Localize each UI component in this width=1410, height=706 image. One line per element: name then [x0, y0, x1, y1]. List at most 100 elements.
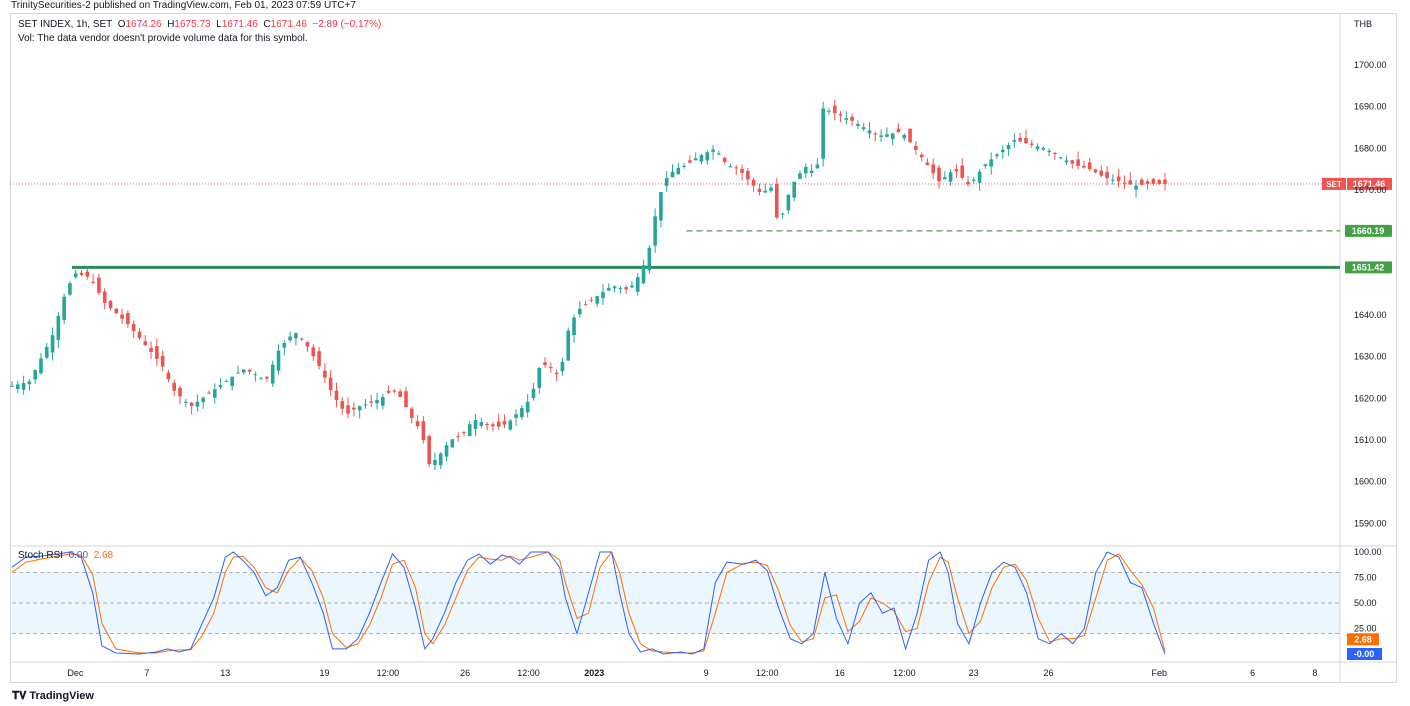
candle — [914, 141, 918, 155]
candle — [618, 285, 623, 294]
candle-body — [734, 167, 739, 169]
candle — [317, 346, 321, 370]
candle — [740, 164, 744, 181]
symbol-badge-label: SET — [1326, 180, 1342, 189]
candle-body — [409, 408, 414, 418]
candle-body — [328, 377, 333, 391]
candle-body — [850, 116, 854, 121]
candle — [1099, 165, 1104, 178]
candle-body — [890, 133, 895, 139]
candle-body — [937, 167, 941, 182]
candle — [850, 113, 854, 127]
candle-body — [1134, 185, 1138, 190]
candle — [114, 308, 119, 314]
candle — [867, 122, 872, 139]
volume-note: Vol: The data vendor doesn't provide vol… — [18, 33, 308, 44]
candle-body — [149, 347, 153, 352]
candle — [62, 293, 66, 325]
candle-body — [977, 171, 982, 183]
candle — [583, 300, 588, 306]
candle-body — [44, 346, 49, 358]
brand-name: TradingView — [29, 690, 94, 702]
candle-body — [421, 421, 426, 441]
candle-body — [247, 369, 252, 372]
candle — [543, 357, 547, 368]
candle — [189, 401, 194, 415]
candle-body — [27, 381, 32, 385]
change-value: −2.89 (−0.17%) — [312, 19, 382, 30]
candle — [983, 164, 988, 169]
candle — [612, 285, 617, 293]
currency-label: THB — [1354, 19, 1372, 29]
candle — [879, 129, 883, 143]
candle — [415, 415, 420, 429]
candle — [520, 405, 524, 420]
candle-body — [340, 401, 345, 409]
candle-body — [1140, 179, 1144, 185]
price-tick-label: 1620.00 — [1354, 393, 1387, 403]
candle-body — [520, 408, 524, 418]
candle-body — [21, 383, 26, 390]
candle-body — [693, 158, 698, 161]
level-value: 1660.19 — [1352, 226, 1385, 236]
candle-body — [201, 397, 206, 403]
candle — [230, 376, 234, 391]
candle-body — [641, 265, 646, 284]
candle-body — [126, 312, 130, 325]
price-tick-label: 1630.00 — [1354, 352, 1387, 362]
candle-body — [317, 351, 321, 366]
candle — [566, 327, 571, 362]
candle — [462, 431, 466, 436]
candle — [276, 344, 281, 375]
candle — [902, 133, 907, 141]
candle-body — [398, 391, 402, 397]
candle — [409, 407, 414, 424]
candle-body — [664, 178, 669, 186]
candle — [68, 280, 72, 297]
stoch-rsi-legend[interactable]: Stoch RSI 0.00 2.68 — [18, 550, 113, 561]
candle — [56, 312, 61, 348]
candle-body — [1064, 160, 1069, 163]
candle-body — [259, 378, 263, 380]
candle — [954, 164, 959, 178]
tradingview-footer[interactable]: 𝐓𝐕 TradingView — [12, 690, 94, 703]
candle-body — [740, 168, 744, 174]
price-tick-label: 1610.00 — [1354, 435, 1387, 445]
candle — [334, 382, 339, 408]
candle — [172, 379, 177, 397]
time-tick-label: 13 — [220, 668, 230, 678]
candle-body — [270, 364, 275, 384]
candle — [670, 164, 675, 178]
candle-body — [705, 152, 710, 161]
candle — [635, 273, 640, 296]
candle — [375, 392, 379, 410]
tradingview-logo-icon: 𝐓𝐕 — [12, 690, 27, 702]
candle-body — [392, 390, 397, 392]
candle-body — [1082, 165, 1086, 168]
candle — [496, 413, 501, 430]
candle — [966, 176, 970, 187]
candle-body — [450, 439, 455, 448]
symbol-badge — [1322, 177, 1346, 190]
candle-body — [137, 331, 142, 338]
candle — [386, 385, 391, 395]
symbol-name[interactable]: SET INDEX, 1h, SET — [18, 19, 113, 30]
candle — [444, 441, 449, 461]
time-tick-label: 7 — [144, 668, 149, 678]
candle-body — [995, 154, 999, 157]
candle — [832, 99, 837, 121]
time-tick-label: 16 — [835, 668, 845, 678]
candle-body — [943, 177, 947, 180]
candle — [960, 158, 965, 180]
candle — [328, 370, 333, 396]
candle — [885, 127, 889, 138]
candle-body — [647, 247, 652, 271]
candle-body — [746, 170, 750, 180]
candle-body — [1035, 146, 1040, 150]
candle — [937, 165, 941, 189]
candle-body — [879, 135, 883, 137]
stoch-tick-label: 25.00 — [1354, 624, 1377, 634]
candle-body — [299, 338, 304, 340]
candle — [1087, 158, 1092, 172]
